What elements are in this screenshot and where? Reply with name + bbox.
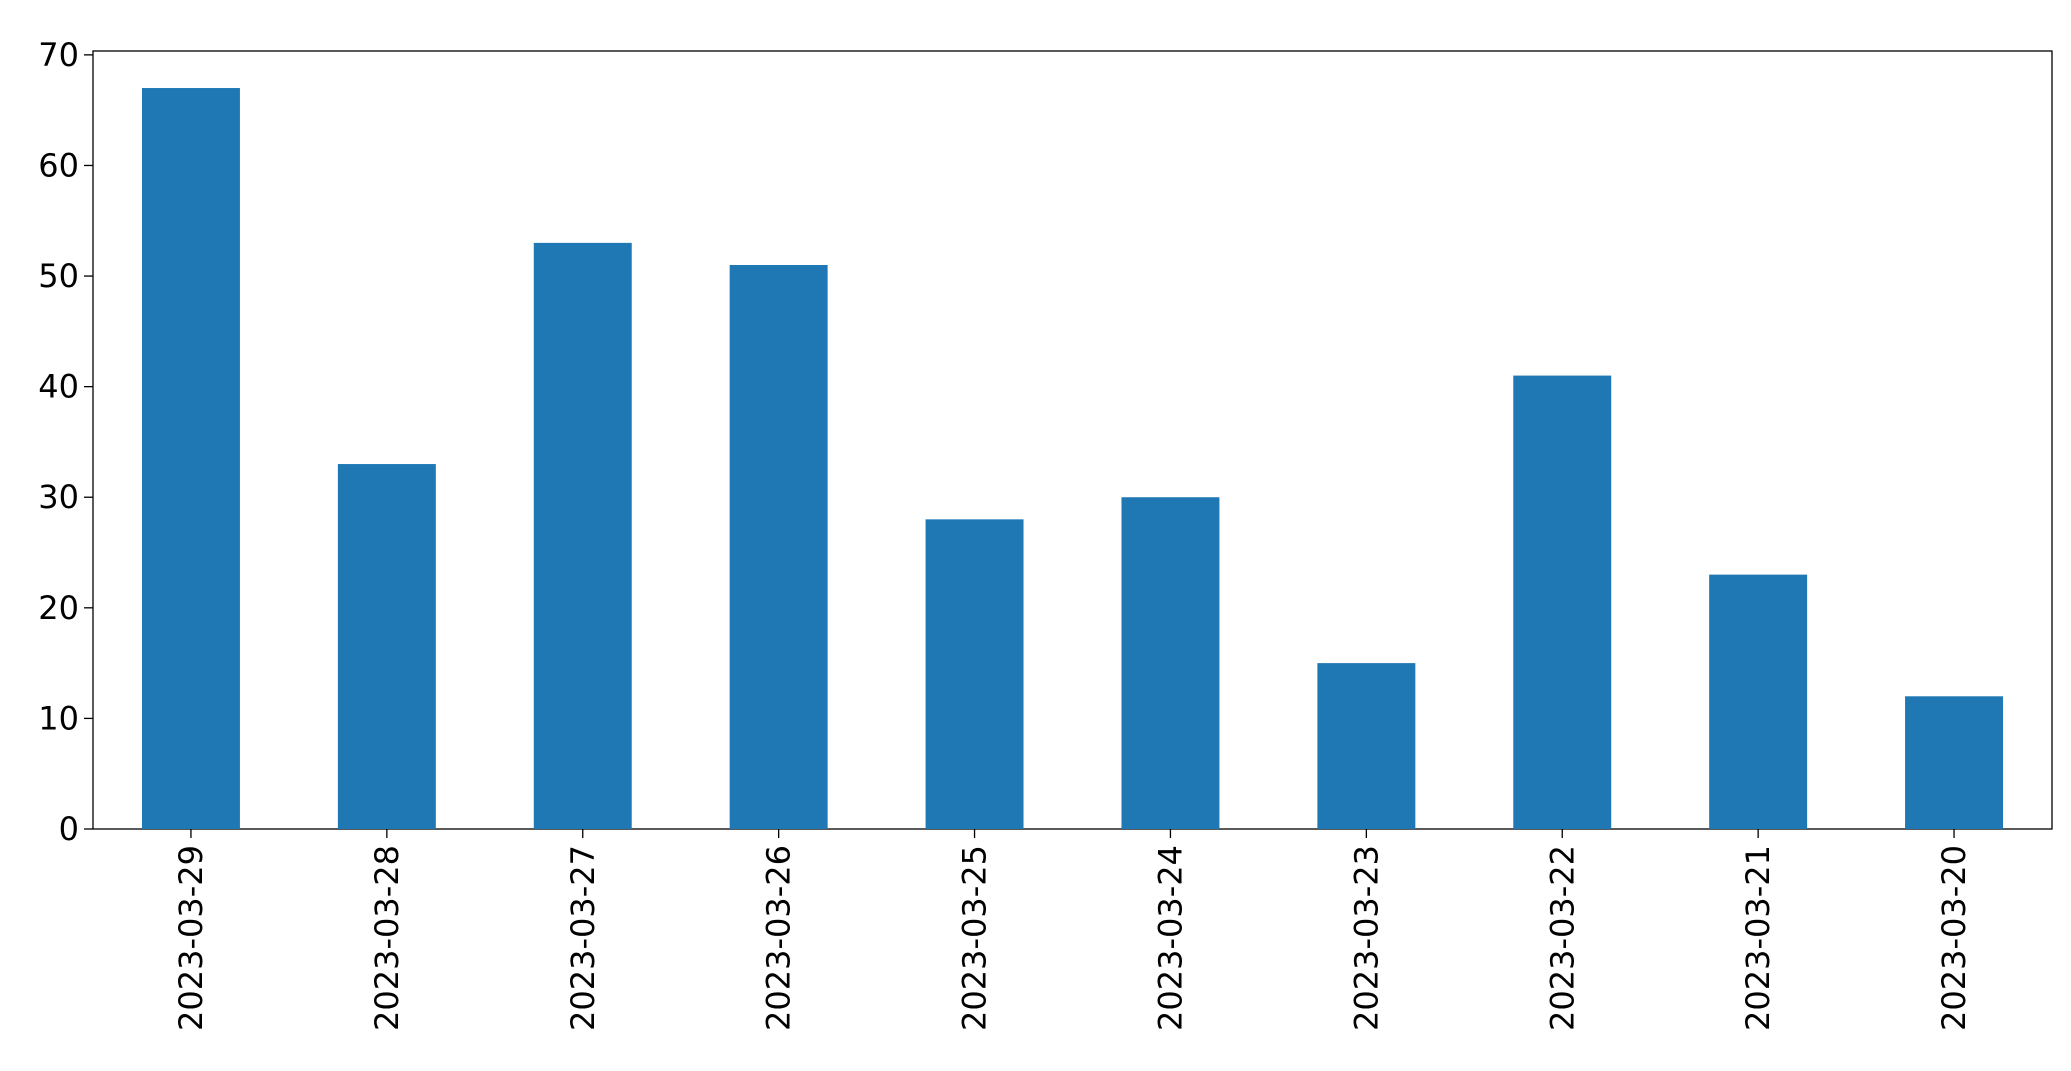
y-tick-label: 0 — [59, 810, 79, 848]
bar — [337, 464, 436, 829]
x-tick-label: 2023-03-25 — [956, 845, 994, 1031]
bar — [533, 242, 632, 830]
y-tick-label: 10 — [38, 699, 79, 737]
y-tick-label: 50 — [38, 257, 79, 295]
y-tick-label: 30 — [38, 478, 79, 516]
x-tick-label: 2023-03-22 — [1543, 845, 1581, 1031]
bar — [1905, 696, 2004, 829]
bar — [1513, 375, 1612, 829]
bar — [1709, 574, 1808, 829]
y-tick-label: 70 — [38, 36, 79, 74]
bar — [1317, 663, 1416, 829]
bar — [729, 264, 828, 830]
bar — [1121, 497, 1220, 829]
x-tick-label: 2023-03-23 — [1347, 845, 1385, 1031]
x-tick-label: 2023-03-24 — [1151, 845, 1189, 1031]
x-tick-label: 2023-03-28 — [368, 845, 406, 1031]
x-tick-label: 2023-03-29 — [172, 845, 210, 1031]
x-tick-label: 2023-03-20 — [1935, 845, 1973, 1031]
bar — [141, 88, 240, 830]
x-tick-label: 2023-03-21 — [1739, 845, 1777, 1031]
bar — [925, 519, 1024, 829]
x-tick-label: 2023-03-26 — [760, 845, 798, 1031]
y-tick-label: 20 — [38, 589, 79, 627]
plot-frame — [92, 50, 2053, 830]
y-tick-label: 60 — [38, 146, 79, 184]
x-tick-label: 2023-03-27 — [564, 845, 602, 1031]
y-tick-label: 40 — [38, 368, 79, 406]
